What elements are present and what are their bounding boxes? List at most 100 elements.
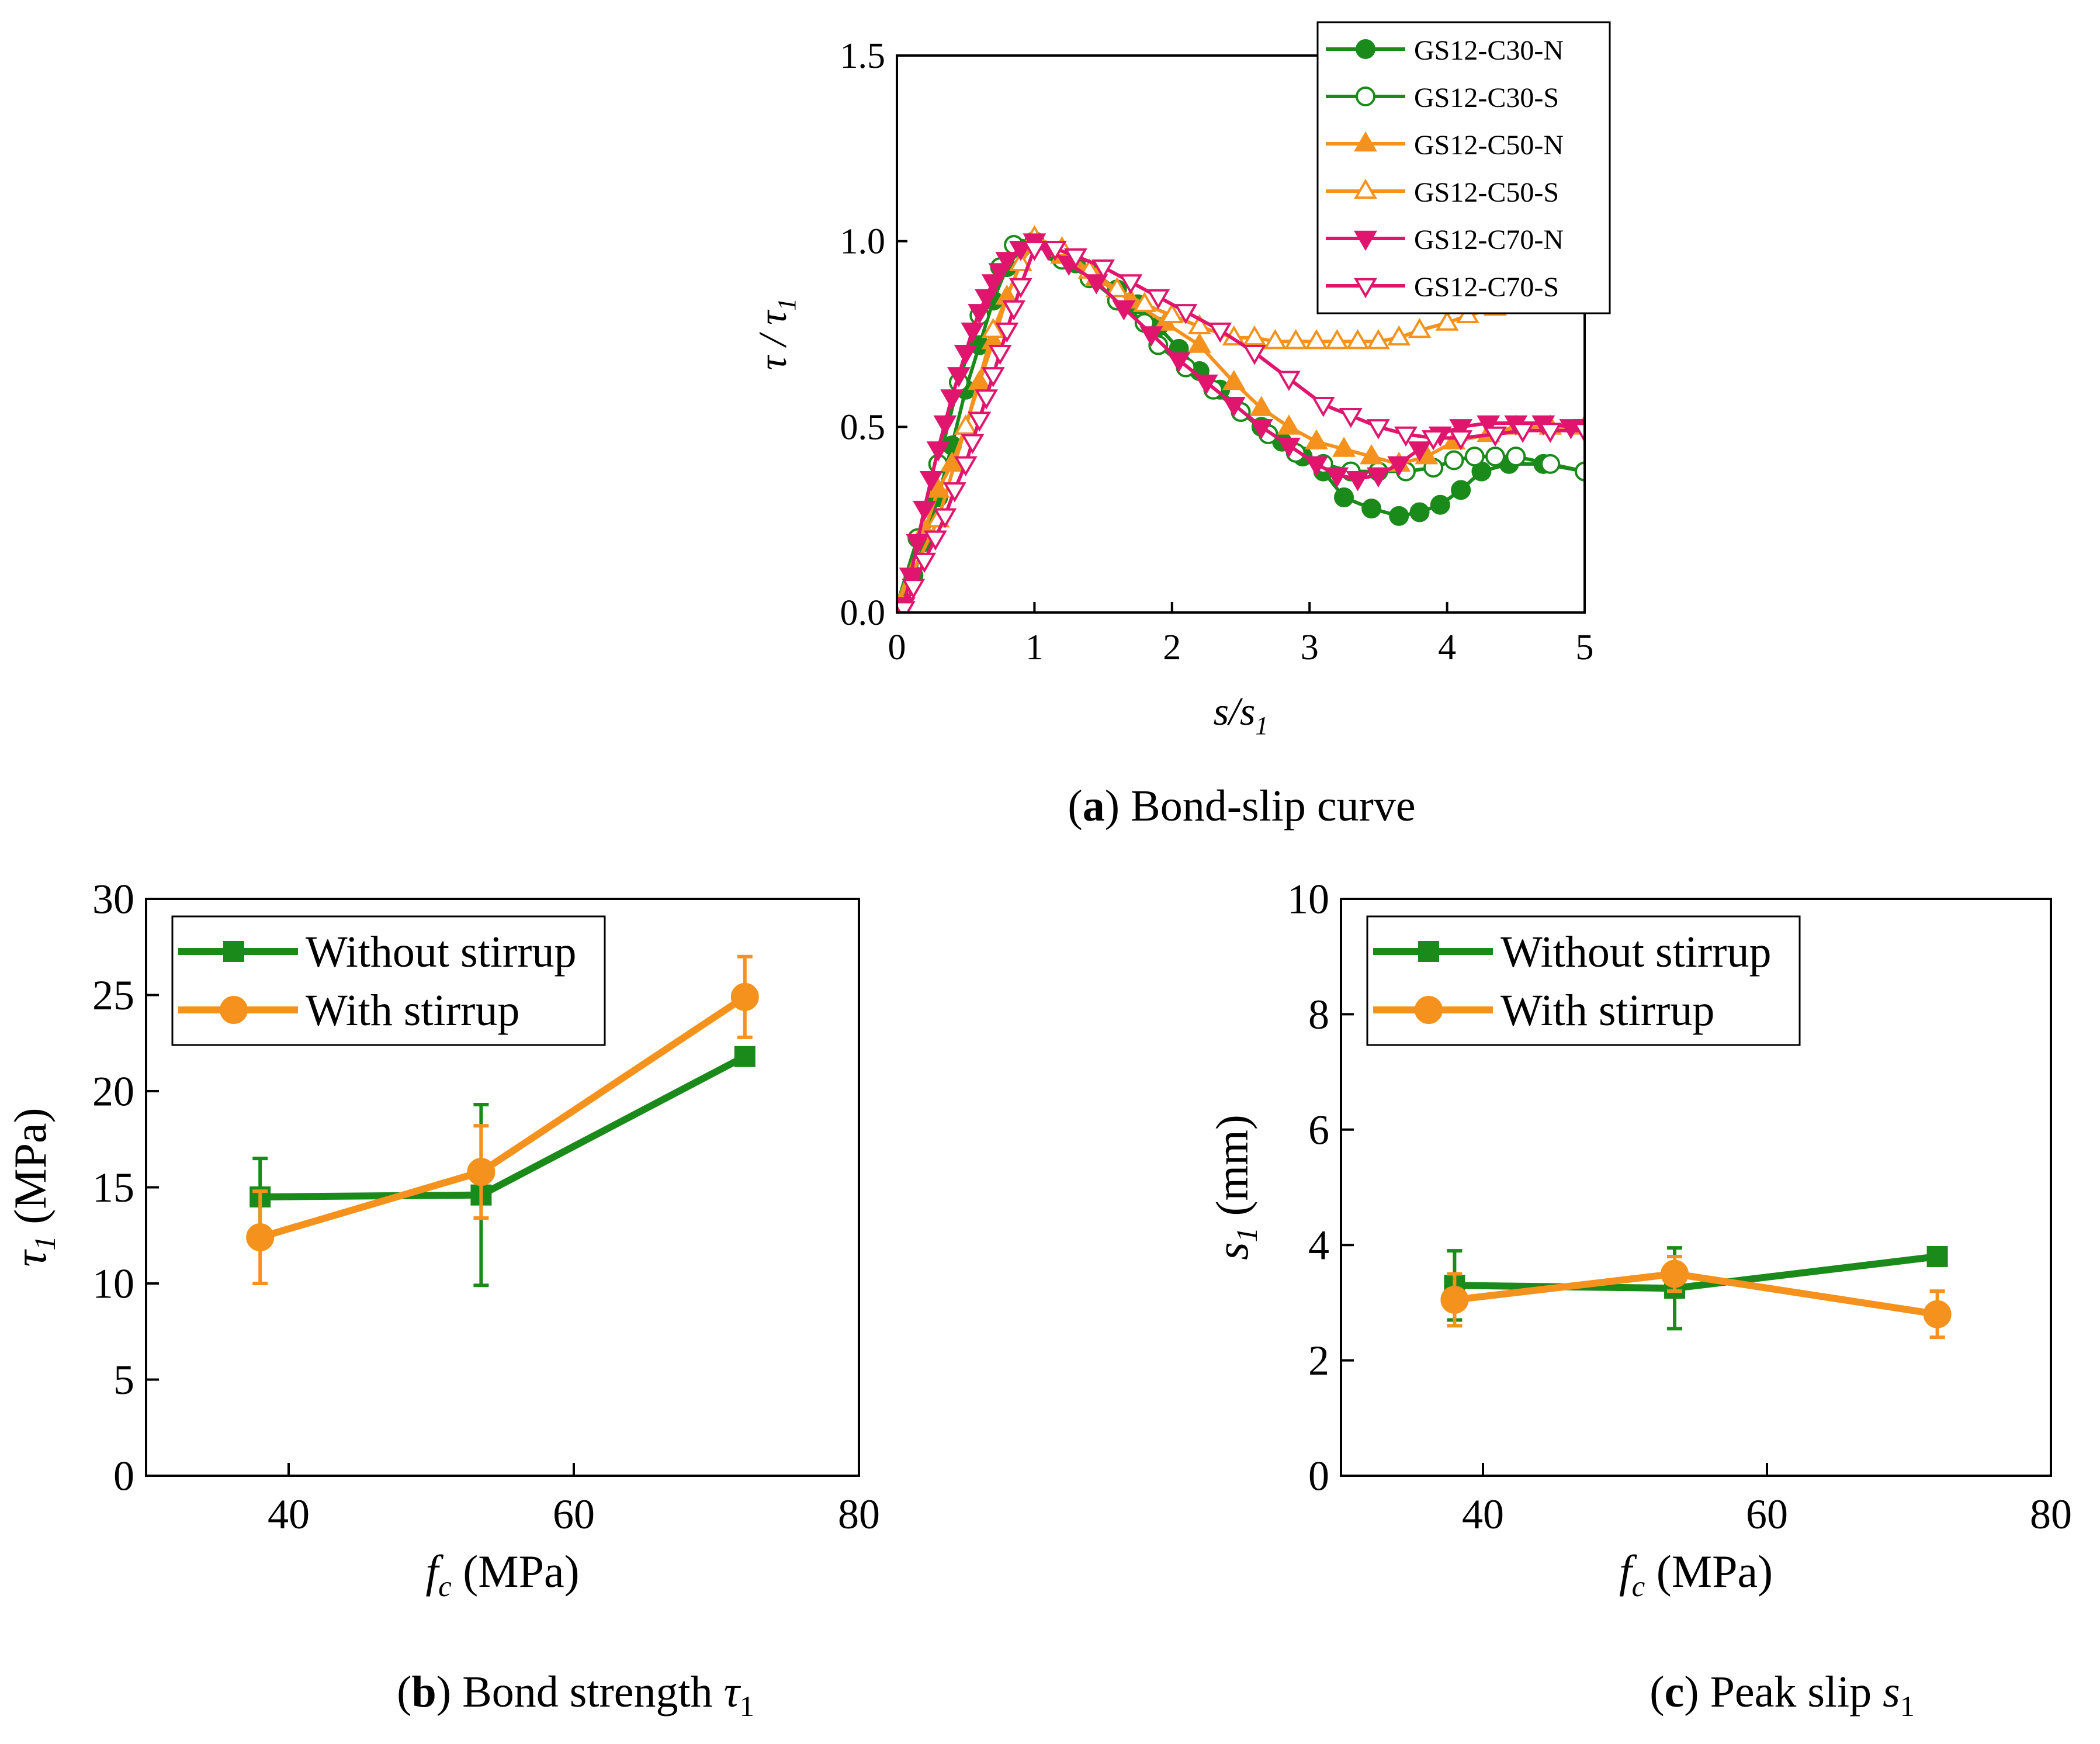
series-Without stirrup: [1444, 1245, 1948, 1331]
data-point: [1284, 328, 1308, 350]
y-tick-label: 0.5: [840, 407, 886, 447]
legend-label: GS12-C70-N: [1414, 224, 1564, 255]
data-point: [1187, 333, 1211, 353]
data-point: [1477, 415, 1501, 436]
data-point: [1208, 322, 1232, 343]
caption-open: (: [397, 1667, 411, 1717]
y-tick-label: 30: [92, 876, 134, 922]
x-axis-label-sub: c: [438, 1570, 452, 1603]
data-point: [1334, 487, 1354, 508]
data-point: [1346, 471, 1370, 492]
y-axis-label-main: τ / τ: [750, 309, 795, 370]
data-point: [1484, 426, 1507, 447]
legend-label: Without stirrup: [306, 928, 576, 977]
caption-letter: b: [411, 1667, 436, 1717]
figure-caption: (b) Bond strength τ1: [397, 1667, 754, 1722]
series-line: [1454, 1252, 1938, 1292]
series-GS12-C70-N: [897, 233, 1585, 613]
y-axis-label-group: τ1 (MPa): [5, 1108, 62, 1267]
y-tick-label: 6: [1308, 1106, 1329, 1153]
y-tick-label: 1.5: [840, 36, 886, 76]
data-point: [954, 345, 978, 365]
series-line: [1454, 1270, 1938, 1318]
data-point: [1277, 371, 1301, 391]
data-point: [919, 471, 943, 492]
data-point: [968, 304, 992, 324]
caption-sub: 1: [740, 1690, 754, 1722]
data-point: [1361, 499, 1382, 519]
data-point: [1360, 444, 1384, 465]
data-point: [1002, 300, 1026, 321]
chart-a: 0 1 2 3 4 50.00.51.01.5s/s1τ / τ1GS12-C30-NGS…: [750, 21, 1611, 831]
data-point: [1449, 419, 1473, 440]
legend-box: [1316, 21, 1611, 314]
y-tick-label: 25: [92, 972, 134, 1019]
data-point: [1043, 241, 1067, 261]
data-point: [940, 389, 964, 410]
data-point: [1444, 450, 1464, 470]
caption-sub: 1: [1900, 1690, 1915, 1722]
data-point: [1366, 467, 1390, 488]
x-axis-label-sub: c: [1632, 1570, 1645, 1603]
data-point: [1187, 314, 1211, 335]
plot-frame: [1340, 898, 2052, 1477]
data-point: [1440, 1285, 1469, 1314]
data-point: [1009, 251, 1032, 272]
y-axis-label-group: s1 (mm): [1207, 1115, 1264, 1260]
legend-label: With stirrup: [1501, 986, 1714, 1035]
data-point: [1394, 426, 1418, 447]
x-tick-label: 4: [1438, 628, 1456, 667]
y-axis-label-main: τ: [5, 1249, 56, 1267]
data-point: [1366, 328, 1390, 350]
x-tick-label: 40: [268, 1491, 310, 1538]
data-point: [954, 414, 978, 435]
legend-marker: [1354, 230, 1377, 251]
data-point: [988, 345, 1012, 365]
x-tick-label: 5: [1576, 628, 1594, 667]
data-point: [1249, 396, 1273, 416]
data-point: [1325, 467, 1349, 488]
data-point: [1119, 274, 1143, 295]
figure-caption: (c) Peak slip s1: [1649, 1667, 1914, 1722]
x-axis-label: s/s1: [1214, 689, 1269, 740]
data-point: [1009, 278, 1032, 299]
data-point: [1389, 506, 1409, 526]
y-tick-label: 1.0: [840, 222, 886, 262]
x-axis-label-unit: (MPa): [452, 1546, 580, 1597]
legend: Without stirrup With stirrup: [171, 915, 606, 1046]
data-point: [1506, 447, 1526, 467]
y-axis-label-main: s: [1207, 1242, 1257, 1259]
x-tick-label: 3: [1301, 628, 1319, 667]
data-point: [1249, 419, 1273, 440]
legend-marker: [1354, 131, 1377, 152]
legend-marker: [1418, 941, 1439, 962]
data-point: [1538, 423, 1562, 443]
x-axis-label-main: s/s: [1214, 689, 1256, 733]
y-tick-label: 4: [1308, 1222, 1329, 1269]
y-axis-label-sub: 1: [772, 298, 801, 311]
series-line: [260, 1053, 747, 1200]
data-point: [1091, 259, 1115, 280]
y-tick-label: 8: [1308, 991, 1329, 1038]
data-point: [1325, 328, 1349, 350]
data-point: [933, 508, 957, 529]
y-axis-label: τ1 (MPa): [5, 1108, 62, 1267]
y-tick-label: 15: [92, 1164, 134, 1211]
data-point: [1243, 345, 1267, 365]
plot-area: [1440, 1245, 1952, 1340]
caption-symbol: τ: [724, 1667, 741, 1717]
x-tick-label: 40: [1462, 1491, 1504, 1538]
data-point: [902, 579, 926, 599]
data-point: [961, 322, 985, 343]
data-point: [1160, 303, 1184, 323]
y-tick-label: 0: [1308, 1452, 1329, 1499]
data-point: [954, 456, 978, 477]
data-point: [1573, 423, 1585, 443]
y-tick-label: 0: [113, 1452, 134, 1499]
series-GS12-C70-S: [897, 241, 1585, 613]
data-point: [975, 289, 998, 310]
data-point: [981, 367, 1005, 387]
y-tick-label: 20: [92, 1068, 134, 1115]
caption-open: (: [1068, 781, 1082, 831]
